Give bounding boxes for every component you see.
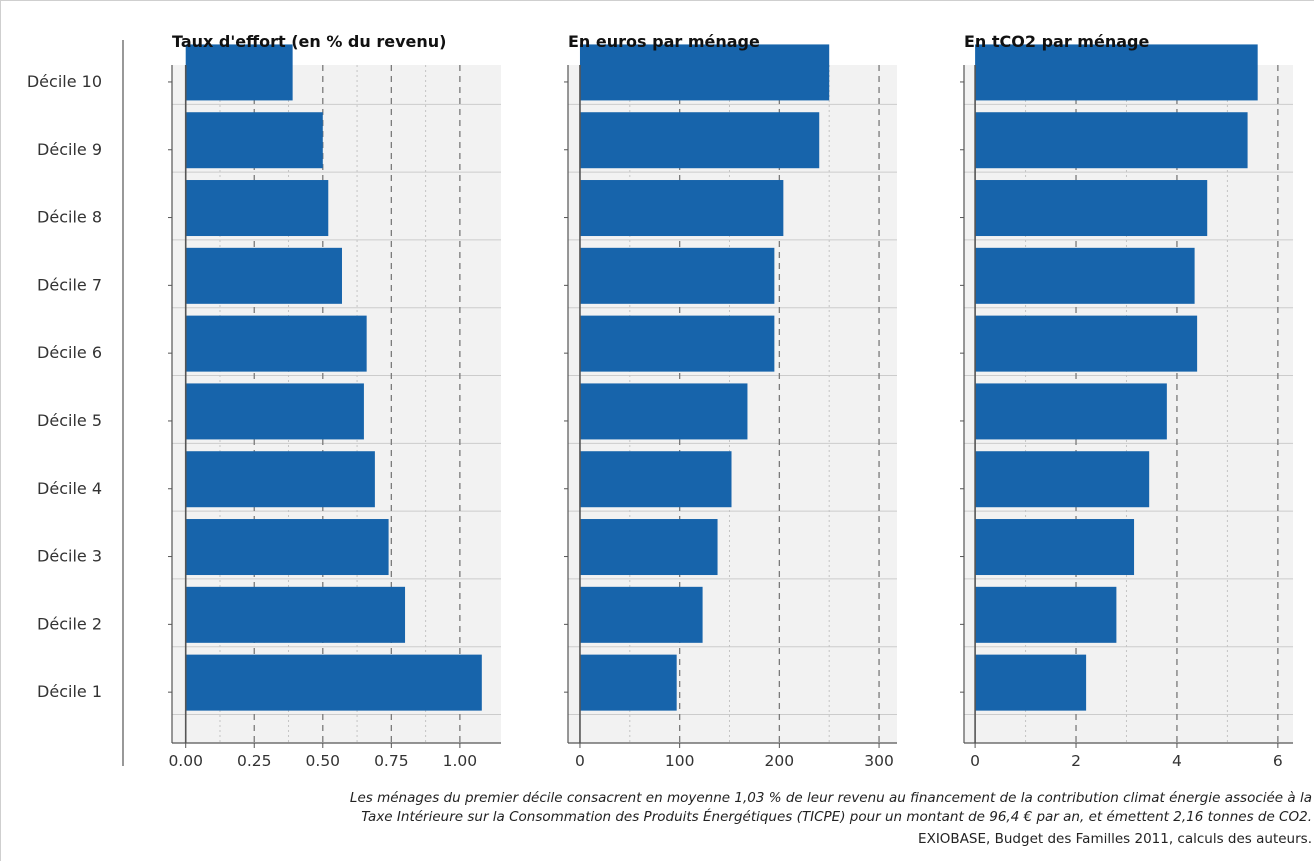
category-label-9: Décile 9 <box>37 140 102 159</box>
panel-1-x-tick-label: 0.50 <box>306 752 341 770</box>
bar-panel-3-decile-1 <box>975 654 1087 711</box>
bar-panel-1-decile-4 <box>185 451 375 508</box>
panel-3-x-tick-label: 2 <box>1071 752 1081 770</box>
bar-panel-2-decile-6 <box>579 315 775 372</box>
bar-panel-2-decile-9 <box>579 112 820 169</box>
panel-2-x-tick-label: 100 <box>665 752 695 770</box>
bar-panel-2-decile-3 <box>579 519 718 576</box>
panel-3-x-tick-label: 0 <box>970 752 980 770</box>
bar-panel-3-decile-2 <box>975 586 1117 643</box>
bar-panel-1-decile-2 <box>185 586 406 643</box>
panel-3-title: En tCO2 par ménage <box>964 32 1149 51</box>
panel-1-title: Taux d'effort (en % du revenu) <box>172 32 446 51</box>
bar-panel-2-decile-1 <box>579 654 677 711</box>
bar-panel-1-decile-1 <box>185 654 482 711</box>
bar-panel-2-decile-8 <box>579 180 784 237</box>
panel-2-x-tick-label: 300 <box>864 752 894 770</box>
bar-panel-3-decile-7 <box>975 247 1195 304</box>
panel-3-x-tick-label: 4 <box>1172 752 1182 770</box>
bar-panel-2-decile-2 <box>579 586 703 643</box>
bar-panel-1-decile-6 <box>185 315 367 372</box>
category-label-2: Décile 2 <box>37 614 102 633</box>
panel-2-x-tick-label: 0 <box>575 752 585 770</box>
category-label-5: Décile 5 <box>37 411 102 430</box>
bar-panel-2-decile-4 <box>579 451 732 508</box>
chart-note-line-2: Taxe Intérieure sur la Consommation des … <box>361 809 1312 825</box>
bar-panel-1-decile-10 <box>185 44 293 101</box>
bar-panel-3-decile-8 <box>975 180 1208 237</box>
chart-source: EXIOBASE, Budget des Familles 2011, calc… <box>918 831 1312 847</box>
panel-1-x-tick-label: 0.75 <box>374 752 409 770</box>
bar-panel-1-decile-8 <box>185 180 329 237</box>
bar-panel-2-decile-10 <box>579 44 830 101</box>
panel-1-x-tick-label: 0.25 <box>237 752 272 770</box>
panel-2-title: En euros par ménage <box>568 32 760 51</box>
panel-1-x-tick-label: 1.00 <box>443 752 478 770</box>
category-label-1: Décile 1 <box>37 682 102 701</box>
category-label-10: Décile 10 <box>27 72 102 91</box>
bar-panel-2-decile-5 <box>579 383 748 440</box>
category-label-4: Décile 4 <box>37 479 102 498</box>
bar-panel-3-decile-3 <box>975 519 1135 576</box>
category-label-8: Décile 8 <box>37 208 102 227</box>
panel-1-x-tick-label: 0.00 <box>168 752 203 770</box>
bar-panel-3-decile-9 <box>975 112 1248 169</box>
bar-panel-1-decile-3 <box>185 519 389 576</box>
category-label-7: Décile 7 <box>37 275 102 294</box>
panel-2-x-tick-label: 200 <box>765 752 795 770</box>
bar-panel-3-decile-4 <box>975 451 1150 508</box>
bar-panel-3-decile-10 <box>975 44 1258 101</box>
panel-3-x-tick-label: 6 <box>1273 752 1283 770</box>
chart-note-line-1: Les ménages du premier décile consacrent… <box>349 790 1312 806</box>
category-label-3: Décile 3 <box>37 547 102 566</box>
category-label-6: Décile 6 <box>37 343 102 362</box>
bar-panel-3-decile-6 <box>975 315 1198 372</box>
bar-panel-3-decile-5 <box>975 383 1167 440</box>
bar-panel-1-decile-5 <box>185 383 364 440</box>
bar-panel-1-decile-7 <box>185 247 342 304</box>
bar-panel-1-decile-9 <box>185 112 323 169</box>
bar-panel-2-decile-7 <box>579 247 775 304</box>
